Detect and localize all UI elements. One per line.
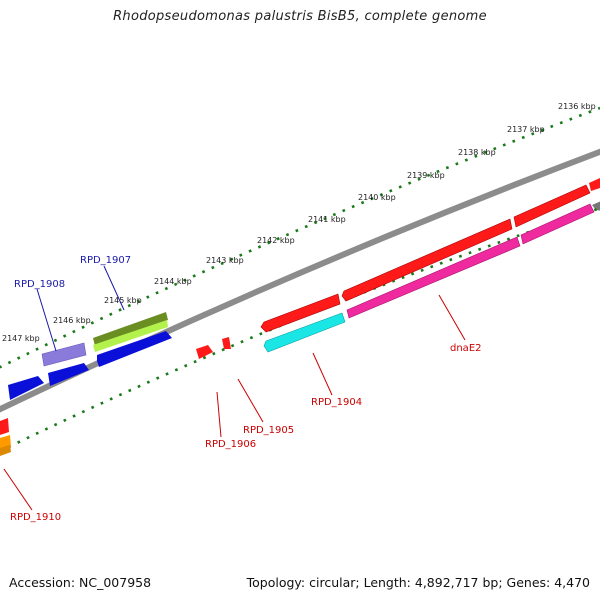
kbp-label: 2145 kbp <box>104 296 142 305</box>
gene-label: RPD_1904 <box>311 397 362 408</box>
kbp-label: 2147 kbp <box>2 334 40 343</box>
kbp-label: 2144 kbp <box>154 277 192 286</box>
gene-feature <box>41 342 87 367</box>
kbp-label: 2142 kbp <box>257 236 295 245</box>
kbp-label: 2137 kbp <box>507 125 545 134</box>
gene-feature <box>260 293 341 333</box>
gene-label: RPD_1906 <box>205 439 256 450</box>
gene-labels: RPD_1907 RPD_1908 dnaE2 RPD_1904 RPD_190… <box>10 255 482 523</box>
gene-feature <box>93 320 168 352</box>
kbp-label: 2146 kbp <box>53 316 91 325</box>
gene-feature <box>48 363 89 386</box>
genome-backbone <box>0 148 600 413</box>
gene-feature <box>196 345 213 359</box>
kbp-label: 2139 kbp <box>407 171 445 180</box>
genome-summary: Topology: circular; Length: 4,892,717 bp… <box>246 575 590 590</box>
kbp-label: 2138 kbp <box>458 148 496 157</box>
kbp-label: 2140 kbp <box>358 193 396 202</box>
gene-feature <box>222 337 231 349</box>
accession-info: Accession: NC_007958 <box>9 575 152 590</box>
reverse-features <box>0 203 595 456</box>
gene-feature <box>589 178 600 191</box>
gene-feature <box>0 418 9 435</box>
gene-label: RPD_1908 <box>14 279 65 290</box>
gene-feature <box>8 376 44 400</box>
map-title: Rhodopseudomonas palustris BisB5, comple… <box>113 9 487 24</box>
gene-feature <box>97 331 172 367</box>
forward-features <box>8 178 600 400</box>
gene-feature <box>346 236 521 319</box>
scale-labels: 2136 kbp 2137 kbp 2138 kbp 2139 kbp 2140… <box>2 102 596 343</box>
gene-label: RPD_1905 <box>243 425 294 436</box>
gene-label: RPD_1910 <box>10 512 61 523</box>
gene-label: RPD_1907 <box>80 255 131 266</box>
kbp-label: 2141 kbp <box>308 215 346 224</box>
label-leaders <box>3 265 466 511</box>
gene-feature <box>341 218 513 302</box>
gene-label: dnaE2 <box>450 343 482 354</box>
outer-scale-ring <box>0 106 600 369</box>
gene-feature <box>520 203 595 245</box>
gene-feature <box>263 312 346 353</box>
kbp-label: 2136 kbp <box>558 102 596 111</box>
gene-feature <box>93 312 168 346</box>
genome-backbone-end <box>592 201 600 211</box>
kbp-label: 2143 kbp <box>206 256 244 265</box>
gene-feature <box>513 184 591 228</box>
gene-feature <box>0 445 11 456</box>
